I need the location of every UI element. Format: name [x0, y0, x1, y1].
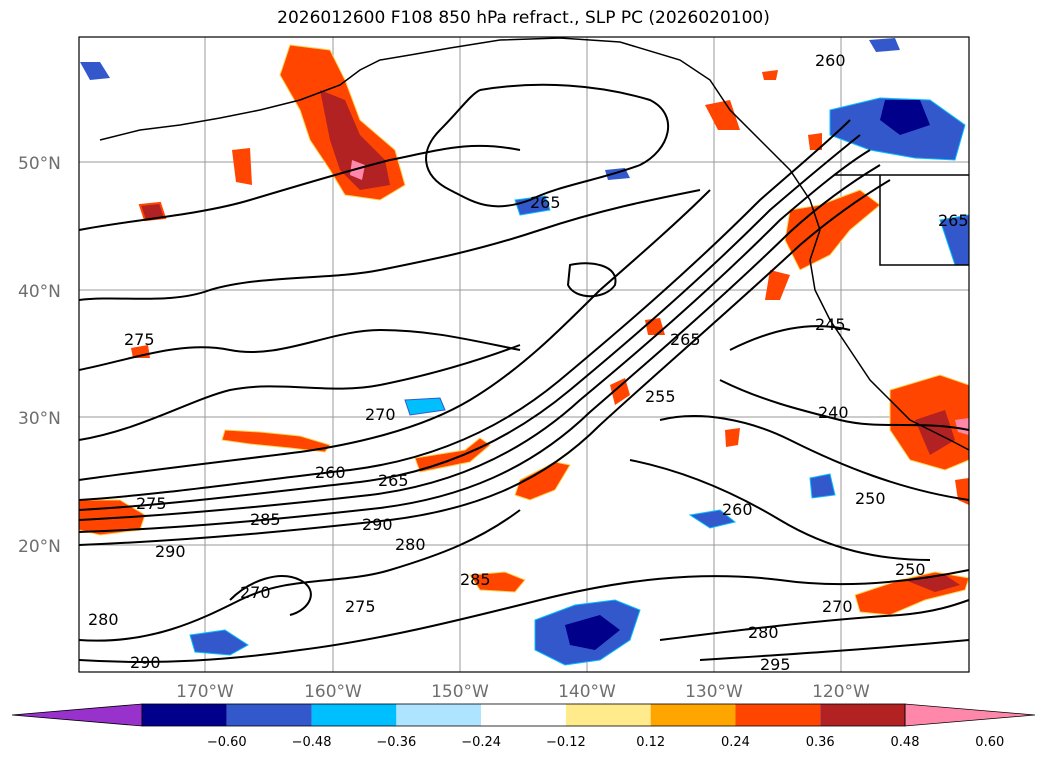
- colorbar-extend-low: [11, 703, 143, 727]
- contour-label: 280: [748, 623, 779, 642]
- colorbar-segment: [142, 704, 227, 726]
- lat-label: 40°N: [18, 282, 61, 302]
- lon-label: 140°W: [558, 682, 616, 702]
- lon-label: 160°W: [304, 682, 362, 702]
- contour-label: 265: [530, 193, 561, 212]
- contour-label-group: 260 265 265 275 270 260 265 275 285 290 …: [88, 51, 969, 674]
- lat-label: 30°N: [18, 409, 61, 429]
- contour-label: 280: [395, 535, 426, 554]
- colorbar: −0.60 −0.48 −0.36 −0.24 −0.12 0.12 0.24 0.36 0.4…: [11, 703, 1036, 750]
- colorbar-segment: [820, 704, 905, 726]
- contour-label: 275: [136, 494, 167, 513]
- map-title: 2026012600 F108 850 hPa refract., SLP PC…: [277, 8, 770, 28]
- contour-label: 275: [345, 597, 376, 616]
- contour-label: 290: [130, 653, 161, 672]
- contour-label: 250: [895, 560, 926, 579]
- colorbar-segment: [226, 704, 312, 726]
- colorbar-tick-label: −0.36: [376, 735, 416, 750]
- colorbar-segment: [565, 704, 651, 726]
- colorbar-tick-label: 0.48: [891, 735, 920, 750]
- contour-label: 265: [938, 211, 969, 230]
- contour-label: 260: [315, 463, 346, 482]
- contour-label: 290: [362, 515, 393, 534]
- contour-label: 285: [460, 570, 491, 589]
- contour-label: 295: [760, 655, 791, 674]
- coastlines: [99, 37, 970, 451]
- latitude-labels: 50°N 40°N 30°N 20°N: [18, 154, 61, 557]
- colorbar-tick-label: 0.36: [806, 735, 835, 750]
- contour-label: 240: [818, 403, 849, 422]
- contour-label: 245: [815, 315, 846, 334]
- lon-label: 170°W: [176, 682, 234, 702]
- contour-label: 250: [855, 489, 886, 508]
- contour-label: 260: [815, 51, 846, 70]
- contour-label: 275: [124, 330, 155, 349]
- colorbar-tick-label: −0.24: [461, 735, 501, 750]
- colorbar-tick-label: 0.24: [721, 735, 750, 750]
- graticule: [79, 37, 969, 672]
- contour-label: 290: [155, 542, 186, 561]
- colorbar-tick-label: 0.12: [636, 735, 665, 750]
- colorbar-border: [141, 703, 906, 727]
- slp-contours: [78, 83, 970, 663]
- colorbar-tick-label: −0.12: [546, 735, 586, 750]
- colorbar-segment: [650, 704, 736, 726]
- contour-label: 285: [250, 510, 281, 529]
- contour-label: 280: [88, 610, 119, 629]
- contour-label: 270: [240, 583, 271, 602]
- colorbar-segment: [481, 704, 566, 726]
- colorbar-segment: [396, 704, 482, 726]
- plot-border: [78, 36, 970, 673]
- colorbar-tick-label: 0.60: [975, 735, 1004, 750]
- contour-label: 265: [670, 330, 701, 349]
- lon-label: 130°W: [685, 682, 743, 702]
- contour-label: 260: [722, 500, 753, 519]
- longitude-labels: 170°W 160°W 150°W 140°W 130°W 120°W: [176, 682, 870, 702]
- colorbar-segment: [735, 704, 821, 726]
- colorbar-tick-label: −0.48: [292, 735, 332, 750]
- colorbar-segment: [311, 704, 397, 726]
- contour-label: 265: [378, 471, 409, 490]
- lon-label: 120°W: [812, 682, 870, 702]
- lat-label: 50°N: [18, 154, 61, 174]
- colorbar-tick-label: −0.60: [207, 735, 247, 750]
- contour-label: 270: [822, 597, 853, 616]
- contour-label: 270: [365, 405, 396, 424]
- lat-label: 20°N: [18, 537, 61, 557]
- lon-label: 150°W: [431, 682, 489, 702]
- contour-label: 255: [645, 387, 676, 406]
- colorbar-extend-high: [904, 703, 1036, 727]
